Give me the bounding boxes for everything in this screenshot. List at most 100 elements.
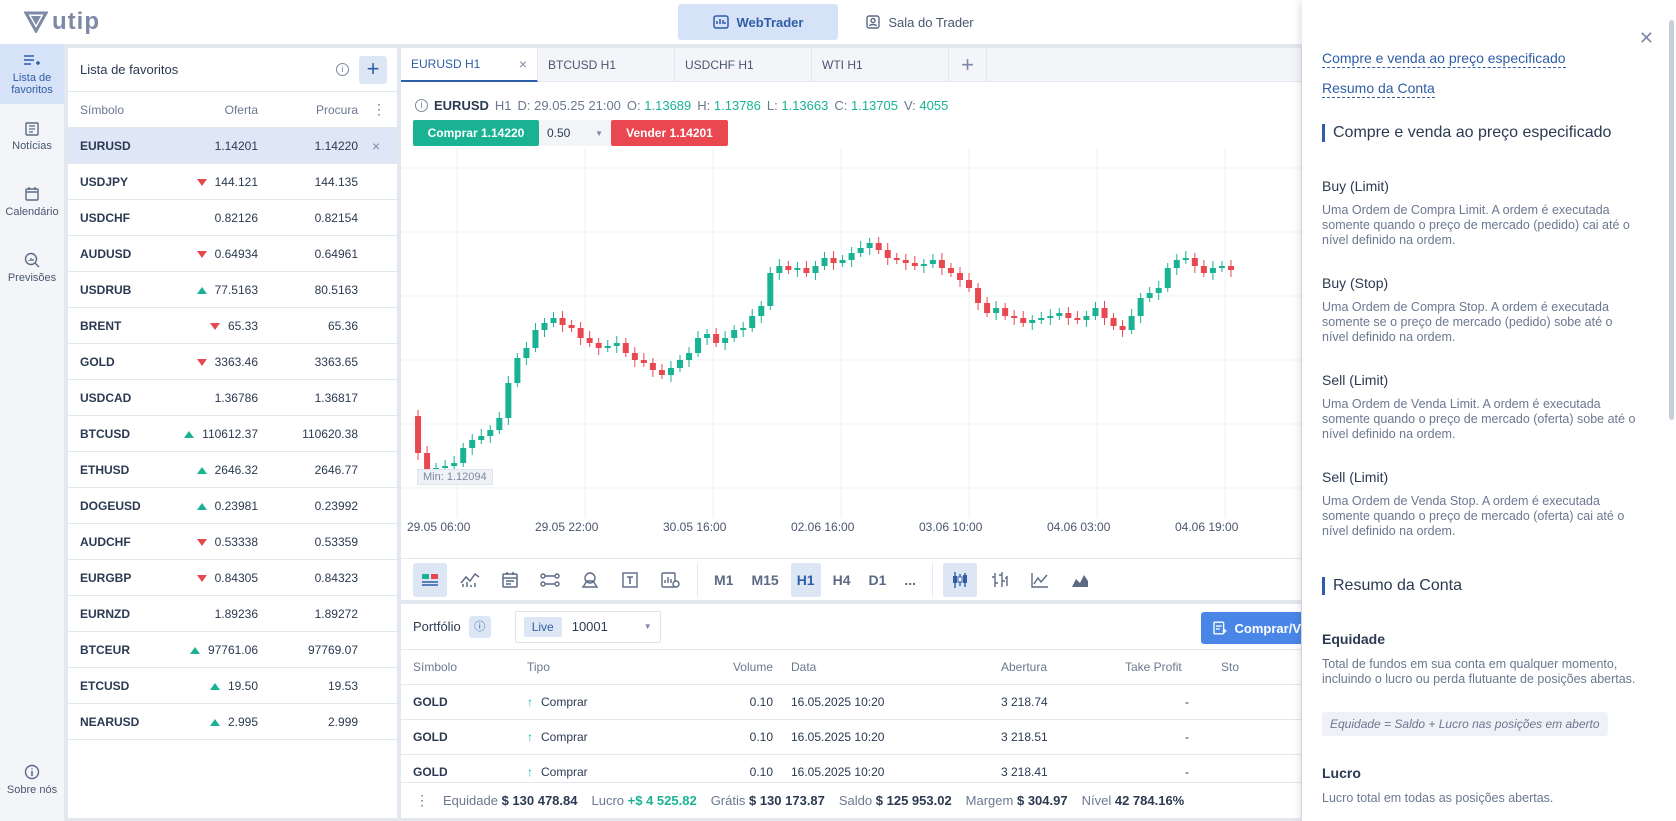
- close-icon[interactable]: ×: [518, 56, 527, 72]
- candle-body: [496, 418, 503, 430]
- chart-tab-0[interactable]: EURUSD H1 ×: [401, 48, 538, 82]
- add-symbol-button[interactable]: +: [359, 56, 387, 84]
- candle-body: [469, 440, 476, 448]
- watchlist-row[interactable]: USDJPY 144.121 144.135: [68, 164, 397, 200]
- x-tick-label: 29.05 22:00: [535, 520, 599, 534]
- trend-line-icon[interactable]: [533, 563, 567, 597]
- watchlist-row[interactable]: BRENT 65.33 65.36: [68, 308, 397, 344]
- candle-body: [1182, 258, 1189, 260]
- link-buy-sell-specified[interactable]: Compre e venda ao preço especificado: [1322, 50, 1566, 68]
- arrow-down-icon: [196, 358, 207, 366]
- watchlist-row[interactable]: NEARUSD 2.995 2.999: [68, 704, 397, 740]
- chart-tab-3[interactable]: WTI H1: [812, 48, 949, 82]
- lot-size-select[interactable]: 0.50 ▼: [539, 120, 611, 146]
- account-tag: Live: [523, 616, 562, 637]
- watchlist-row[interactable]: USDCAD 1.36786 1.36817: [68, 380, 397, 416]
- watchlist-row[interactable]: AUDCHF 0.53338 0.53359: [68, 524, 397, 560]
- calendar-events-icon[interactable]: [493, 563, 527, 597]
- bars-type-icon[interactable]: [983, 563, 1017, 597]
- text-tool-icon[interactable]: [613, 563, 647, 597]
- row-bid: 65.33: [168, 319, 258, 333]
- candle-body: [1191, 258, 1198, 266]
- candle-body: [984, 303, 991, 313]
- timeframe-d1[interactable]: D1: [868, 571, 887, 588]
- candle-body: [1128, 316, 1135, 330]
- row-bid: 110612.37: [168, 427, 258, 441]
- l-value: 1.13663: [781, 98, 829, 113]
- nav-news[interactable]: Notícias: [0, 122, 64, 152]
- timeframe-h1[interactable]: H1: [790, 562, 821, 597]
- webtrader-tab[interactable]: WebTrader: [678, 4, 838, 40]
- candle-body: [731, 330, 738, 338]
- watchlist-row[interactable]: EURGBP 0.84305 0.84323: [68, 560, 397, 596]
- watchlist-row[interactable]: GOLD 3363.46 3363.65: [68, 344, 397, 380]
- row-ask: 144.135: [314, 174, 358, 189]
- arrow-up-icon: [196, 466, 207, 474]
- watchlist-row[interactable]: BTCEUR 97761.06 97769.07: [68, 632, 397, 668]
- candle-body: [505, 383, 512, 418]
- table-row[interactable]: GOLD ↑ Comprar 0.10 16.05.2025 10:20 3 21…: [401, 684, 1301, 720]
- sala-trader-tab[interactable]: Sala do Trader: [845, 4, 995, 40]
- indicators-icon[interactable]: [413, 562, 447, 597]
- nav-forecasts-label: Previsões: [7, 272, 57, 284]
- info-circle-icon[interactable]: i: [415, 99, 428, 112]
- watchlist-row[interactable]: ETHUSD 2646.32 2646.77: [68, 452, 397, 488]
- remove-icon[interactable]: ×: [372, 137, 381, 154]
- candle-body: [1002, 308, 1009, 316]
- close-icon[interactable]: ✕: [1638, 28, 1654, 48]
- chart-tab-2[interactable]: USDCHF H1: [675, 48, 812, 82]
- more-options-icon[interactable]: ⋮: [372, 101, 386, 117]
- buy-sell-label: Comprar/V: [1234, 620, 1301, 636]
- info-icon[interactable]: i: [336, 63, 349, 76]
- info-icon[interactable]: ⓘ: [468, 615, 491, 638]
- account-select[interactable]: Live 10001 ▼: [514, 610, 661, 643]
- candle-body: [1164, 268, 1171, 288]
- v-value: 4055: [919, 98, 949, 113]
- nav-about[interactable]: Sobre nós: [0, 764, 64, 796]
- shapes-icon[interactable]: [573, 563, 607, 597]
- link-account-summary[interactable]: Resumo da Conta: [1322, 80, 1435, 98]
- oscillator-icon[interactable]: [453, 563, 487, 597]
- watchlist-row[interactable]: ETCUSD 19.50 19.53: [68, 668, 397, 704]
- sell-button[interactable]: Vender 1.14201: [611, 120, 728, 146]
- line-type-icon[interactable]: [1023, 563, 1057, 597]
- arrow-up-icon: [196, 286, 207, 294]
- buy-sell-button[interactable]: Comprar/V: [1201, 612, 1301, 644]
- pos-tp: -: [1125, 684, 1221, 720]
- timeframe-m15[interactable]: M15: [751, 571, 779, 588]
- add-chart-tab-button[interactable]: +: [949, 48, 987, 82]
- nav-favorites[interactable]: Lista de favoritos: [0, 44, 64, 104]
- l-label: L:: [766, 98, 778, 113]
- nav-calendar[interactable]: Calendário: [0, 186, 64, 218]
- candle-body: [550, 318, 557, 323]
- forecast-icon: [24, 252, 40, 268]
- row-symbol: DOGEUSD: [80, 498, 141, 513]
- watchlist-row[interactable]: EURNZD 1.89236 1.89272: [68, 596, 397, 632]
- watchlist-row[interactable]: AUDUSD 0.64934 0.64961: [68, 236, 397, 272]
- chart-settings-icon[interactable]: [653, 563, 687, 597]
- table-row[interactable]: GOLD ↑ Comprar 0.10 16.05.2025 10:20 3 21…: [401, 719, 1301, 755]
- watchlist-row[interactable]: EURUSD 1.14201 1.14220 ×: [68, 128, 397, 164]
- webtrader-label: WebTrader: [736, 14, 804, 30]
- watchlist-row[interactable]: USDRUB 77.5163 80.5163: [68, 272, 397, 308]
- timeframe-more[interactable]: ...: [904, 571, 917, 588]
- watchlist-row[interactable]: DOGEUSD 0.23981 0.23992: [68, 488, 397, 524]
- candlestick-chart[interactable]: 29.05 06:00 29.05 22:00 30.05 16:00 02.06 1…: [401, 148, 1301, 558]
- nav-calendar-label: Calendário: [5, 206, 59, 218]
- row-bid: 3363.46: [168, 355, 258, 369]
- more-options-icon[interactable]: ⋮: [415, 792, 429, 808]
- buy-button[interactable]: Comprar 1.14220: [413, 120, 539, 146]
- row-symbol: ETCUSD: [80, 678, 130, 693]
- candles-type-icon[interactable]: [943, 562, 978, 597]
- area-type-icon[interactable]: [1063, 563, 1097, 597]
- candle-body: [442, 466, 449, 468]
- chart-tab-1[interactable]: BTCUSD H1: [538, 48, 675, 82]
- timeframe-h4[interactable]: H4: [832, 571, 851, 588]
- nav-forecasts[interactable]: Previsões: [0, 252, 64, 284]
- timeframe-m1[interactable]: M1: [714, 571, 734, 588]
- pos-symbol: GOLD: [401, 719, 527, 755]
- watchlist-row[interactable]: BTCUSD 110612.37 110620.38: [68, 416, 397, 452]
- scrollbar[interactable]: [1669, 20, 1674, 420]
- watchlist-row[interactable]: USDCHF 0.82126 0.82154: [68, 200, 397, 236]
- candle-body: [478, 436, 485, 440]
